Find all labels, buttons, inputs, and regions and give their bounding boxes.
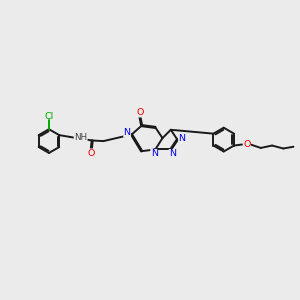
Text: Cl: Cl: [44, 112, 54, 121]
Text: N: N: [151, 149, 158, 158]
Text: N: N: [169, 149, 176, 158]
Text: N: N: [178, 134, 186, 142]
Text: O: O: [88, 149, 95, 158]
Text: N: N: [124, 128, 130, 137]
Text: NH: NH: [74, 133, 87, 142]
Text: O: O: [136, 108, 144, 117]
Text: O: O: [243, 140, 250, 148]
